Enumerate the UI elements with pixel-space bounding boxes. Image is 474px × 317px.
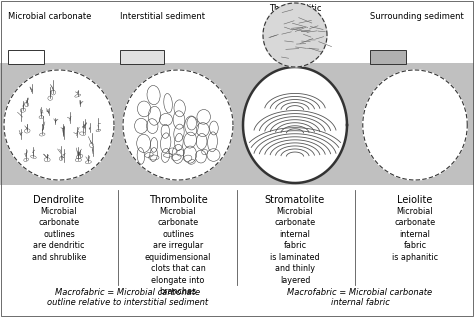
Bar — [0, 63, 474, 185]
Polygon shape — [4, 70, 114, 180]
Text: Macrofabric = Microbial carbonate
outline relative to interstitial sediment: Macrofabric = Microbial carbonate outlin… — [47, 288, 209, 307]
Text: Stromatolite: Stromatolite — [265, 195, 325, 205]
Text: Leiolite: Leiolite — [397, 195, 433, 205]
Polygon shape — [243, 67, 347, 183]
Bar — [120, 50, 164, 64]
Polygon shape — [263, 3, 327, 67]
Text: Microbial
carbonate
outlines
are irregular
equidimensional
clots that can
elonga: Microbial carbonate outlines are irregul… — [145, 207, 211, 296]
Text: Microbial carbonate: Microbial carbonate — [8, 12, 91, 21]
Text: Surrounding sediment: Surrounding sediment — [370, 12, 464, 21]
Bar — [8, 50, 44, 64]
Text: Microbial
carbonate
internal
fabric
is aphanitic: Microbial carbonate internal fabric is a… — [392, 207, 438, 262]
Text: Interstitial sediment: Interstitial sediment — [120, 12, 205, 21]
Text: Thrombolite: Thrombolite — [149, 195, 207, 205]
Polygon shape — [123, 70, 233, 180]
Text: Macrofabric = Microbial carbonate
internal fabric: Macrofabric = Microbial carbonate intern… — [287, 288, 433, 307]
Text: Microbial
carbonate
internal
fabric
is laminated
and thinly
layered: Microbial carbonate internal fabric is l… — [270, 207, 320, 285]
Bar — [370, 50, 406, 64]
Text: Dendrolite: Dendrolite — [34, 195, 84, 205]
Polygon shape — [363, 70, 467, 180]
Text: Microbial
carbonate
outlines
are dendritic
and shrublike: Microbial carbonate outlines are dendrit… — [32, 207, 86, 262]
Text: Thrombolitic
stromatolite: Thrombolitic stromatolite — [269, 4, 321, 23]
